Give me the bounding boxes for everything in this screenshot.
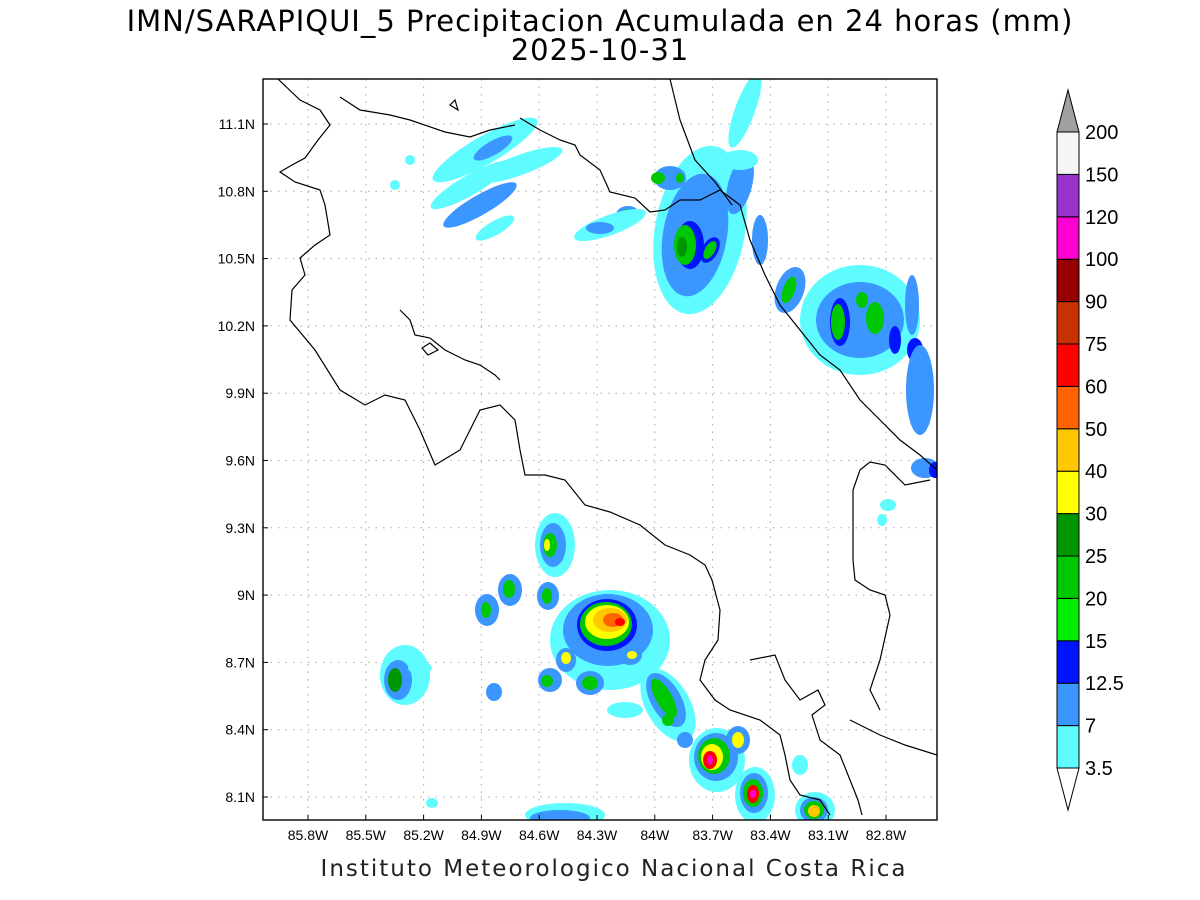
rain-cell xyxy=(390,117,563,241)
latitude-axis: 11.1N 10.8N 10.5N 10.2N 9.9N 9.6N 9.3N 9N 8.7N 8.… xyxy=(218,116,268,805)
lon-tick-label: 82.8W xyxy=(866,827,907,843)
colorbar-label: 90 xyxy=(1085,292,1107,314)
colorbar-label: 120 xyxy=(1085,207,1118,229)
lon-tick-label: 83.7W xyxy=(692,827,733,843)
colorbar-swatch xyxy=(1056,470,1080,515)
lat-tick-label: 11.1N xyxy=(219,116,255,132)
colorbar-label: 7 xyxy=(1085,716,1096,738)
institution-footer: Instituto Meteorologico Nacional Costa R… xyxy=(320,856,908,882)
colorbar-label: 12.5 xyxy=(1085,673,1124,695)
longitude-axis: 85.8W 85.5W 85.2W 84.9W 84.6W 84.3W 84W 83.7W 83… xyxy=(288,815,907,843)
lat-tick-label: 9.9N xyxy=(225,385,255,401)
rain-cell xyxy=(774,265,937,526)
map-date: 2025-10-31 xyxy=(510,33,690,67)
lon-tick-label: 83.1W xyxy=(808,827,849,843)
colorbar-high-arrow xyxy=(1056,88,1080,133)
rain-cell xyxy=(574,79,768,315)
colorbar-swatch xyxy=(1056,513,1080,557)
colorbar-label: 15 xyxy=(1085,631,1107,653)
lon-tick-label: 85.2W xyxy=(403,827,444,843)
lon-tick-label: 83.4W xyxy=(750,827,791,843)
colorbar-swatch xyxy=(1056,258,1080,303)
lat-tick-label: 10.5N xyxy=(218,251,255,267)
map-grid xyxy=(263,79,937,820)
colorbar-swatch xyxy=(1056,343,1080,387)
lat-tick-label: 8.1N xyxy=(225,789,255,805)
colorbar-swatch xyxy=(1056,385,1080,430)
rain-cell xyxy=(689,726,835,820)
colorbar-label: 150 xyxy=(1085,164,1118,186)
colorbar-label: 25 xyxy=(1085,546,1107,568)
colorbar: 3.5 7 12.5 15 20 25 30 40 50 60 75 90 100 120 150 200 xyxy=(1056,88,1124,812)
rain-cell xyxy=(538,590,696,748)
map-title: IMN/SARAPIQUI_5 Precipitacion Acumulada … xyxy=(126,4,1074,38)
colorbar-label: 20 xyxy=(1085,588,1107,610)
colorbar-label: 3.5 xyxy=(1085,758,1113,780)
lon-tick-label: 85.5W xyxy=(346,827,387,843)
colorbar-swatch xyxy=(1056,555,1080,599)
lon-tick-label: 84.3W xyxy=(577,827,618,843)
lat-tick-label: 10.2N xyxy=(218,318,255,334)
lon-tick-label: 84.9W xyxy=(461,827,502,843)
colorbar-swatch xyxy=(1056,301,1080,345)
colorbar-swatch xyxy=(1056,428,1080,472)
colorbar-label: 50 xyxy=(1085,419,1107,441)
colorbar-swatch xyxy=(1056,131,1080,175)
precipitation-field xyxy=(380,79,937,820)
lat-tick-label: 9.6N xyxy=(225,453,255,469)
lon-tick-label: 84W xyxy=(640,827,670,843)
lat-tick-label: 8.7N xyxy=(225,654,255,670)
lon-tick-label: 84.6W xyxy=(519,827,560,843)
colorbar-label: 200 xyxy=(1085,122,1118,144)
map-frame xyxy=(262,78,938,821)
coastlines xyxy=(277,79,937,816)
rain-cell xyxy=(380,513,605,820)
lat-tick-label: 9N xyxy=(237,587,255,603)
colorbar-label: 100 xyxy=(1085,249,1118,271)
colorbar-low-arrow xyxy=(1056,767,1080,812)
colorbar-swatch xyxy=(1056,725,1080,769)
colorbar-swatch xyxy=(1056,173,1080,218)
colorbar-label: 75 xyxy=(1085,334,1107,356)
lat-tick-label: 8.4N xyxy=(225,722,255,738)
colorbar-swatch xyxy=(1056,682,1080,727)
colorbar-label: 40 xyxy=(1085,461,1107,483)
colorbar-swatch xyxy=(1056,597,1080,642)
colorbar-swatch xyxy=(1056,216,1080,260)
lon-tick-label: 85.8W xyxy=(288,827,329,843)
colorbar-swatch xyxy=(1056,640,1080,684)
colorbar-label: 30 xyxy=(1085,504,1107,526)
colorbar-label: 60 xyxy=(1085,376,1107,398)
lat-tick-label: 10.8N xyxy=(218,183,255,199)
lat-tick-label: 9.3N xyxy=(225,520,255,536)
